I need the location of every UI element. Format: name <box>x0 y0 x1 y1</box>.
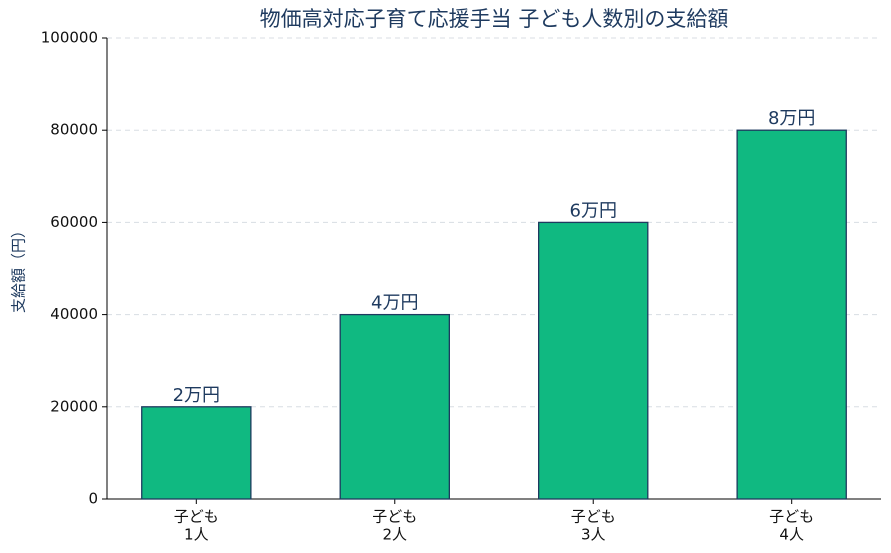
value-label: 6万円 <box>570 200 617 221</box>
x-tick-label: 2人 <box>382 526 407 544</box>
x-tick-label: 1人 <box>184 526 209 544</box>
value-label: 8万円 <box>768 108 815 129</box>
x-tick-label: 子ども <box>571 508 616 526</box>
y-tick-label: 40000 <box>50 305 98 323</box>
y-tick-label: 80000 <box>50 121 98 139</box>
bar <box>538 221 649 500</box>
value-label: 4万円 <box>371 293 418 314</box>
x-tick-label: 3人 <box>581 526 606 544</box>
y-tick-label: 60000 <box>50 213 98 231</box>
y-tick-label: 0 <box>88 490 98 508</box>
bar <box>736 129 847 500</box>
bar <box>339 313 450 500</box>
x-tick-label: 子ども <box>769 508 814 526</box>
y-tick-label: 20000 <box>50 397 98 415</box>
x-tick-label: 4人 <box>779 526 804 544</box>
x-tick-label: 子ども <box>372 508 417 526</box>
y-axis-label: 支給額（円） <box>10 223 28 313</box>
chart-title: 物価高対応子育て応援手当 子ども人数別の支給額 <box>260 7 729 31</box>
bar <box>141 406 252 500</box>
x-tick-label: 子ども <box>174 508 219 526</box>
value-label: 2万円 <box>173 385 220 406</box>
y-tick-label: 100000 <box>41 29 98 47</box>
